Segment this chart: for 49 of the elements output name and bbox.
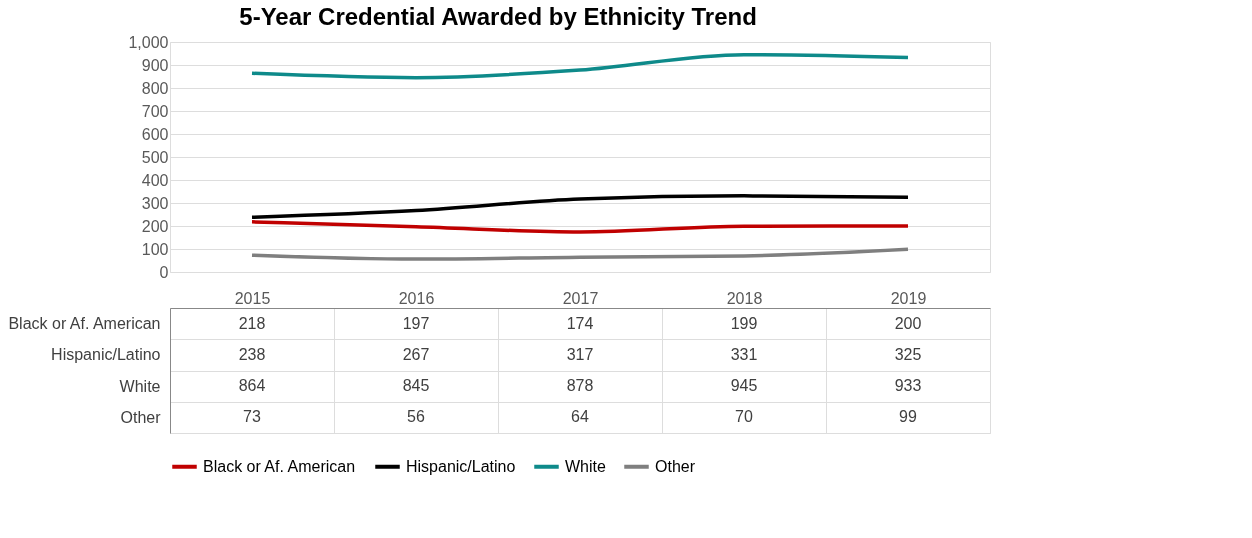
- legend-label: White: [565, 457, 606, 475]
- line-series: [250, 220, 910, 234]
- data-label: 325: [894, 345, 922, 363]
- data-label: 99: [899, 408, 917, 426]
- legend-label: Other: [655, 457, 696, 475]
- text: Other: [120, 408, 161, 426]
- y-tick-label: 800: [141, 79, 169, 97]
- y-tick-label: 300: [141, 194, 169, 212]
- y-tick-label: 900: [141, 56, 169, 74]
- data-label: 864: [238, 377, 266, 395]
- y-tick-label: 0: [159, 263, 169, 281]
- legend-label: Hispanic/Latino: [406, 457, 516, 475]
- x-tick-label: 2015: [234, 289, 271, 307]
- data-label: 878: [566, 377, 594, 395]
- data-label: 174: [566, 314, 594, 332]
- data-label: 56: [407, 408, 425, 426]
- data-label: 267: [402, 345, 430, 363]
- x-tick-label: 2016: [398, 289, 435, 307]
- chart-title: 5-Year Credential Awarded by Ethnicity Trend: [239, 2, 757, 30]
- y-tick-label: 200: [141, 217, 169, 235]
- y-tick-label: 600: [141, 125, 169, 143]
- data-label: 200: [894, 314, 922, 332]
- x-tick-label: 2019: [890, 289, 927, 307]
- data-label: 238: [238, 345, 266, 363]
- line-series: [250, 52, 910, 80]
- data-label: 845: [402, 377, 430, 395]
- data-label: 199: [730, 314, 758, 332]
- y-tick-label: 500: [141, 148, 169, 166]
- data-label: 218: [238, 314, 266, 332]
- data-label: 933: [894, 377, 922, 395]
- text: Hispanic/Latino: [51, 346, 161, 364]
- text: Black or Af. American: [8, 315, 161, 333]
- data-label: 331: [730, 345, 758, 363]
- line-series: [250, 194, 910, 220]
- data-label: 73: [243, 408, 261, 426]
- x-tick-label: 2018: [726, 289, 763, 307]
- text: White: [119, 377, 161, 395]
- y-tick-label: 100: [141, 240, 169, 258]
- data-label: 64: [571, 408, 589, 426]
- data-label: 197: [402, 314, 430, 332]
- y-tick-label: 700: [141, 102, 169, 120]
- data-label: 945: [730, 377, 758, 395]
- x-tick-label: 2017: [562, 289, 599, 307]
- data-label: 70: [735, 408, 753, 426]
- legend-label: Black or Af. American: [203, 457, 356, 475]
- y-tick-label: 400: [141, 171, 169, 189]
- y-tick-label: 1,000: [128, 33, 169, 51]
- data-label: 317: [566, 345, 594, 363]
- line-series: [250, 247, 910, 261]
